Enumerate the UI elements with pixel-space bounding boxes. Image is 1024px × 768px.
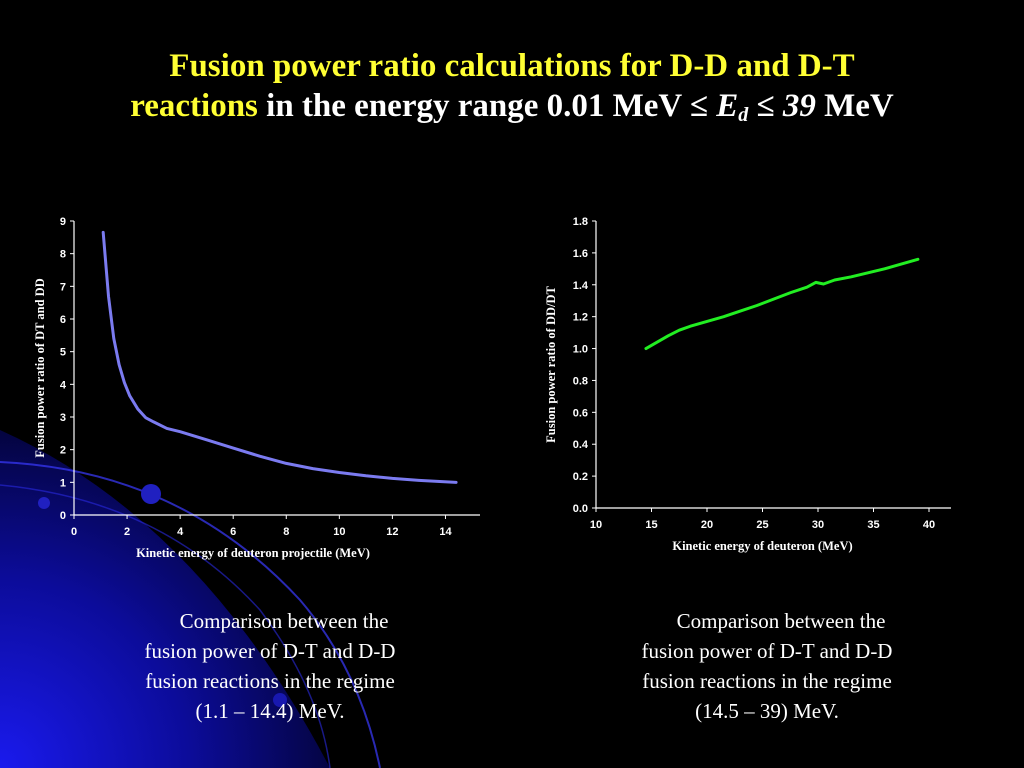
caption-line: (1.1 – 14.4) MeV. (195, 699, 345, 723)
caption-line: fusion power of D-T and D-D (144, 639, 396, 663)
x-tick-label: 10 (590, 519, 602, 531)
x-tick-label: 12 (386, 526, 398, 538)
y-tick-label: 7 (60, 281, 66, 293)
x-tick-label: 0 (71, 526, 77, 538)
title-line1: Fusion power ratio calculations for D-D … (169, 48, 855, 84)
x-tick-label: 20 (701, 519, 713, 531)
x-tick-label: 15 (645, 519, 657, 531)
caption-line: fusion reactions in the regime (145, 669, 395, 693)
y-tick-label: 1.6 (573, 248, 588, 260)
caption-line: (14.5 – 39) MeV. (695, 699, 839, 723)
title-range-text: in the energy range 0.01 MeV ≤ (257, 88, 717, 124)
decorative-arc (0, 461, 381, 768)
x-tick-label: 6 (230, 526, 236, 538)
decorative-circle (38, 497, 50, 509)
x-tick-label: 8 (283, 526, 289, 538)
x-tick-label: 35 (867, 519, 879, 531)
title-unit: MeV (815, 88, 894, 124)
y-tick-label: 1.4 (573, 280, 589, 292)
dd-dt-ratio-chart: 0.0 0.2 0.4 0.6 0.8 1.0 1.2 1.4 1.6 1.8 10 15 20 25 30… (544, 216, 951, 553)
y-tick-label: 1.0 (573, 344, 588, 356)
y-tick-label: 0 (60, 510, 66, 522)
x-tick-label: 25 (756, 519, 768, 531)
y-axis-title: Fusion power ratio of DD/DT (544, 285, 558, 442)
decorative-circle (273, 693, 287, 707)
caption-left: Comparison between the fusion power of D… (90, 606, 450, 726)
caption-line: fusion reactions in the regime (642, 669, 892, 693)
title-upper-value: 39 (782, 88, 816, 124)
title-highlight: reactions (130, 88, 258, 124)
y-tick-label: 0.8 (573, 375, 588, 387)
series-line-0 (644, 257, 920, 351)
y-tick-label: 2 (60, 445, 66, 457)
y-tick-label: 0.6 (573, 407, 588, 419)
x-tick-label: 40 (923, 519, 935, 531)
y-tick-label: 1.2 (573, 312, 588, 324)
title-variable: E (716, 88, 739, 124)
y-tick-label: 0.0 (573, 503, 588, 515)
y-tick-label: 1.8 (573, 216, 588, 228)
y-tick-label: 5 (60, 347, 66, 359)
caption-right: Comparison between the fusion power of D… (587, 606, 947, 726)
x-axis-title: Kinetic energy of deuteron (MeV) (672, 539, 852, 553)
x-tick-label: 2 (124, 526, 130, 538)
title-subscript: d (738, 104, 749, 126)
y-tick-label: 0.2 (573, 471, 588, 483)
y-tick-label: 0.4 (573, 439, 589, 451)
y-tick-label: 1 (60, 477, 66, 489)
y-tick-label: 9 (60, 216, 66, 228)
y-tick-label: 8 (60, 249, 66, 261)
x-tick-label: 14 (439, 526, 452, 538)
x-tick-label: 4 (177, 526, 184, 538)
decorative-circle (141, 484, 161, 504)
y-tick-label: 6 (60, 314, 66, 326)
x-axis-title: Kinetic energy of deuteron projectile (M… (136, 546, 370, 560)
x-tick-label: 10 (333, 526, 345, 538)
caption-line: Comparison between the (179, 609, 389, 633)
caption-line: fusion power of D-T and D-D (641, 639, 893, 663)
title-leq: ≤ (748, 88, 783, 124)
slide-title: Fusion power ratio calculations for D-D … (40, 46, 984, 135)
y-tick-label: 4 (60, 379, 67, 391)
caption-line: Comparison between the (676, 609, 886, 633)
x-tick-label: 30 (812, 519, 824, 531)
decorative-arc (0, 484, 331, 768)
y-axis-title: Fusion power ratio of DT and DD (33, 278, 47, 457)
y-tick-label: 3 (60, 412, 66, 424)
series-line-0 (101, 230, 458, 484)
